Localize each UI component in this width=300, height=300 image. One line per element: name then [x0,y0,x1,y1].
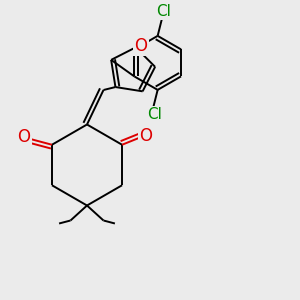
Text: O: O [135,37,148,55]
Text: Cl: Cl [147,107,162,122]
Text: O: O [17,128,31,146]
Text: Cl: Cl [156,4,171,19]
Text: O: O [140,127,153,145]
